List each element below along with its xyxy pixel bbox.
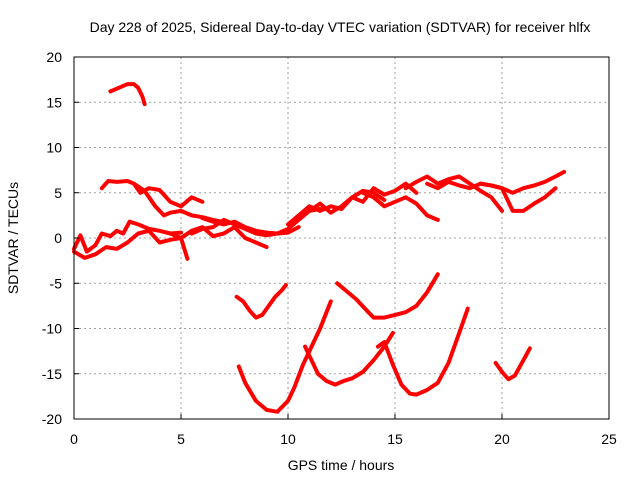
series-line-15 bbox=[234, 283, 288, 320]
x-axis-label: GPS time / hours bbox=[288, 457, 395, 473]
y-tick-label: -10 bbox=[42, 321, 62, 337]
series-line-14 bbox=[478, 181, 558, 213]
y-tick-label: 20 bbox=[46, 49, 62, 65]
series-line-4 bbox=[72, 219, 183, 254]
series-line-19 bbox=[375, 306, 470, 397]
series-line-6 bbox=[168, 225, 269, 250]
y-tick-label: 15 bbox=[46, 94, 62, 110]
y-tick-label: -20 bbox=[42, 411, 62, 427]
series-line-20 bbox=[493, 346, 532, 382]
y-tick-label: 0 bbox=[54, 230, 62, 246]
y-tick-label: -15 bbox=[42, 366, 62, 382]
y-tick-label: -5 bbox=[50, 275, 63, 291]
series-line-12 bbox=[403, 174, 504, 213]
series-line-8 bbox=[200, 207, 323, 236]
series-line-18 bbox=[335, 272, 440, 320]
x-tick-label: 20 bbox=[494, 431, 510, 447]
chart-title: Day 228 of 2025, Sidereal Day-to-day VTE… bbox=[90, 19, 591, 35]
y-axis-ticks: -20 -15 -10 -5 0 5 10 15 20 bbox=[42, 49, 79, 427]
series-line-11 bbox=[360, 190, 440, 222]
data-traces bbox=[72, 82, 567, 414]
grid bbox=[74, 57, 609, 419]
x-tick-label: 25 bbox=[601, 431, 617, 447]
y-tick-label: 5 bbox=[54, 185, 62, 201]
series-line-16 bbox=[236, 299, 333, 414]
series-line-5 bbox=[72, 228, 190, 261]
x-tick-label: 15 bbox=[387, 431, 403, 447]
series-line-17 bbox=[303, 331, 395, 387]
x-tick-label: 5 bbox=[177, 431, 185, 447]
x-tick-label: 0 bbox=[70, 431, 78, 447]
x-tick-label: 10 bbox=[280, 431, 296, 447]
x-axis-ticks: 0 5 10 15 20 25 bbox=[70, 414, 617, 447]
y-tick-label: 10 bbox=[46, 140, 62, 156]
y-axis-label: SDTVAR / TECUs bbox=[5, 182, 21, 294]
series-line-13 bbox=[425, 169, 567, 195]
series-line-1 bbox=[108, 82, 147, 107]
series-line-10 bbox=[307, 181, 419, 215]
